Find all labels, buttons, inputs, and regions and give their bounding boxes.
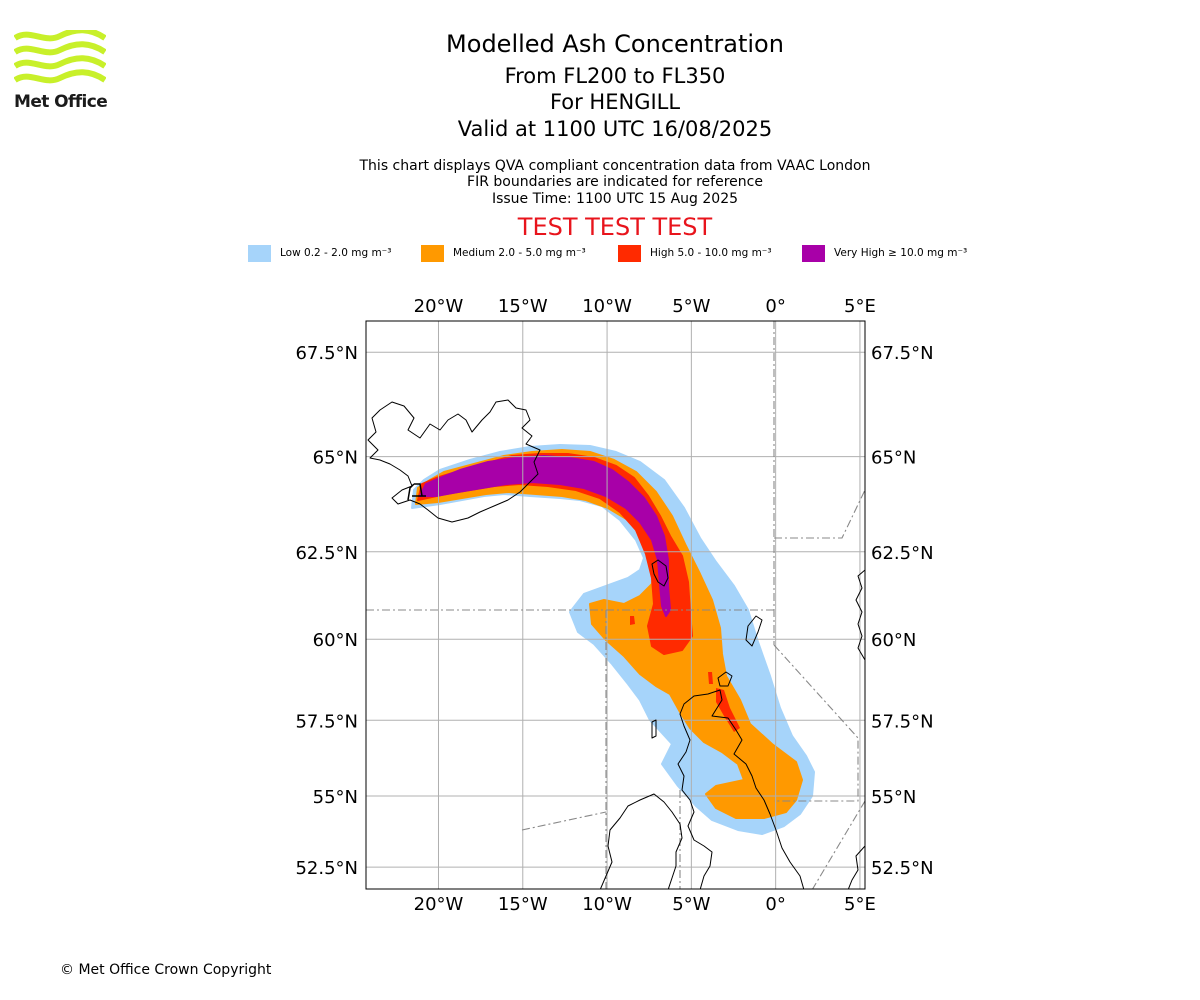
lon-tick-bottom-0: 20°W (414, 894, 464, 915)
legend-low-swatch (248, 245, 271, 262)
test-banner: TEST TEST TEST (517, 213, 713, 241)
lon-tick-top-2: 10°W (582, 296, 632, 317)
lat-tick-left-1: 65°N (313, 448, 358, 469)
norway-coast (855, 569, 865, 661)
fir-boundary-ireland (521, 811, 607, 831)
lon-tick-top-5: 5°E (844, 296, 876, 317)
legend-very-high-swatch (802, 245, 825, 262)
lon-tick-top-0: 20°W (414, 296, 464, 317)
orkney-coast (717, 671, 733, 687)
legend-medium-swatch (421, 245, 444, 262)
flight-levels: From FL200 to FL350 (504, 64, 726, 88)
met-office-wave-icon (14, 30, 106, 84)
lat-tick-right-2: 62.5°N (871, 543, 934, 564)
lon-tick-bottom-4: 0° (765, 894, 785, 915)
lon-tick-top-3: 5°W (672, 296, 710, 317)
legend-medium-label: Medium 2.0 - 5.0 mg m⁻³ (453, 247, 586, 259)
lon-tick-bottom-3: 5°W (672, 894, 710, 915)
chart-title: Modelled Ash Concentration (446, 30, 784, 58)
lon-tick-bottom-5: 5°E (844, 894, 876, 915)
lon-tick-top-1: 15°W (498, 296, 548, 317)
shetland-coast (745, 615, 763, 647)
legend-high-label: High 5.0 - 10.0 mg m⁻³ (650, 247, 772, 259)
legend-high-swatch (618, 245, 641, 262)
lat-tick-right-1: 65°N (871, 448, 916, 469)
info-line-fir: FIR boundaries are indicated for referen… (467, 174, 763, 190)
fir-boundaries (366, 321, 865, 889)
copyright-notice: © Met Office Crown Copyright (60, 962, 272, 978)
lat-tick-right-3: 60°N (871, 630, 916, 651)
fir-boundary-north-sea (773, 644, 859, 802)
lat-tick-left-5: 55°N (313, 787, 358, 808)
ireland-coast (599, 793, 683, 889)
grid-lines (366, 321, 865, 889)
lat-tick-right-4: 57.5°N (871, 711, 934, 732)
lat-tick-left-3: 60°N (313, 630, 358, 651)
coastlines (367, 399, 865, 889)
legend-very-high-label: Very High ≥ 10.0 mg m⁻³ (834, 247, 968, 259)
lat-tick-right-0: 67.5°N (871, 343, 934, 364)
fir-boundary-channel (811, 800, 865, 889)
lat-tick-left-0: 67.5°N (295, 343, 358, 364)
legend: Low 0.2 - 2.0 mg m⁻³ Medium 2.0 - 5.0 mg… (0, 244, 1200, 264)
ash-high-patch-1 (630, 616, 635, 625)
fir-boundary-norway (774, 489, 865, 539)
valid-time: Valid at 1100 UTC 16/08/2025 (457, 117, 773, 141)
axis-tick-labels: 20°W 20°W 15°W 15°W 10°W 10°W 5°W 5°W 0° 0° 5°E 5°E… (295, 296, 933, 915)
info-line-source: This chart displays QVA compliant concen… (359, 158, 871, 174)
lat-tick-right-6: 52.5°N (871, 858, 934, 879)
netherlands-coast (847, 845, 865, 889)
lon-tick-bottom-2: 10°W (582, 894, 632, 915)
logo-text: Met Office (14, 92, 108, 112)
iceland-coast (367, 399, 541, 523)
legend-low-label: Low 0.2 - 2.0 mg m⁻³ (280, 247, 392, 259)
lon-tick-bottom-1: 15°W (498, 894, 548, 915)
lon-tick-top-4: 0° (765, 296, 785, 317)
lat-tick-left-6: 52.5°N (295, 858, 358, 879)
volcano-marker (407, 483, 426, 501)
lat-tick-left-4: 57.5°N (295, 711, 358, 732)
info-line-issue: Issue Time: 1100 UTC 15 Aug 2025 (491, 191, 739, 207)
ash-high-patch-3 (708, 672, 713, 684)
met-office-logo: Met Office (14, 30, 110, 114)
faroe-coast (651, 559, 669, 587)
lat-tick-right-5: 55°N (871, 787, 916, 808)
lat-tick-left-2: 62.5°N (295, 543, 358, 564)
hebrides-coast (651, 719, 657, 739)
volcano-name: For HENGILL (549, 90, 681, 114)
scotland-coast (677, 689, 805, 889)
map-frame (365, 320, 866, 890)
